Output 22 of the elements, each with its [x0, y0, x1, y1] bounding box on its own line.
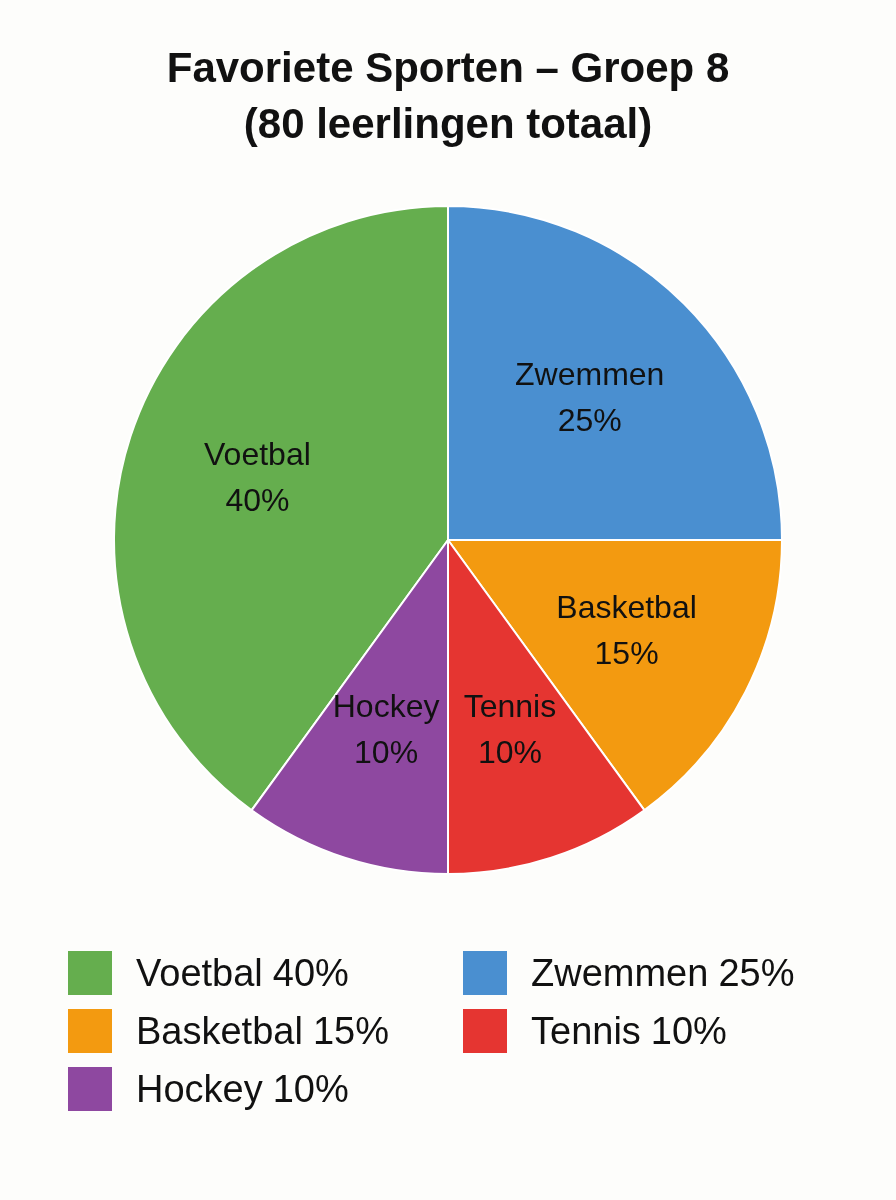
slice-label: Voetbal: [204, 435, 311, 472]
data-label: 15%: [594, 634, 659, 671]
slice-label: Tennis: [463, 688, 557, 725]
data-label: 10%: [477, 734, 542, 771]
text: 10%: [650, 1009, 727, 1052]
text: 40%: [272, 951, 349, 994]
chart-title: Favoriete Sporten – Groep 8: [165, 43, 731, 93]
data-label: 10%: [354, 734, 419, 771]
legend-label: Tennis: [531, 1009, 641, 1053]
data-label: 25%: [557, 402, 622, 439]
text: 15%: [312, 1009, 389, 1052]
legend-label: Hockey: [136, 1067, 263, 1111]
legend-label: Voetbal: [136, 951, 263, 995]
slice-label: Basketbal: [556, 588, 697, 625]
slice-label: Hockey: [332, 688, 440, 725]
text: 10%: [272, 1067, 349, 1110]
legend-label: Zwemmen: [531, 951, 709, 995]
slice-label: Zwemmen: [515, 356, 665, 393]
chart-subtitle: (80 leerlingen totaal): [242, 99, 654, 149]
legend-label: Basketbal: [136, 1009, 303, 1053]
data-label: 40%: [225, 481, 290, 518]
text: 25%: [718, 951, 795, 994]
